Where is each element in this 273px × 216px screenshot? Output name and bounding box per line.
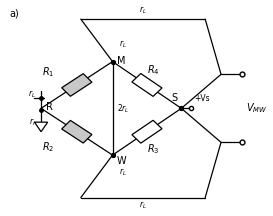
Text: $2r_L$: $2r_L$ [117,102,129,115]
Text: $V_{MW}$: $V_{MW}$ [246,102,268,115]
Text: $R_2$: $R_2$ [42,140,55,154]
Text: $R_3$: $R_3$ [147,142,159,156]
Text: S: S [171,93,177,103]
Text: $r_L$: $r_L$ [119,167,127,178]
Polygon shape [132,120,162,143]
Text: R: R [46,102,53,112]
Text: +Vs: +Vs [195,94,210,103]
Text: W: W [117,156,126,166]
Polygon shape [62,120,92,143]
Text: $R_1$: $R_1$ [42,65,55,79]
Text: M: M [117,56,125,65]
Text: $r_L$: $r_L$ [139,4,147,16]
Text: a): a) [9,8,19,18]
Polygon shape [34,122,48,132]
Text: $r_l$: $r_l$ [29,116,36,128]
Text: $r_L$: $r_L$ [28,89,36,100]
Text: $R_4$: $R_4$ [147,63,160,77]
Polygon shape [132,73,162,96]
Polygon shape [62,74,92,96]
Text: $r_L$: $r_L$ [119,38,127,50]
Text: $r_L$: $r_L$ [139,200,147,211]
